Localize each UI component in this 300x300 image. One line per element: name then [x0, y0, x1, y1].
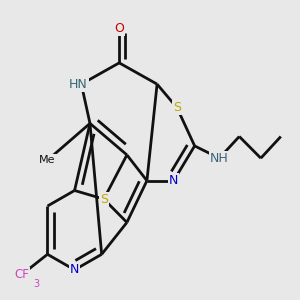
Text: HN: HN — [69, 78, 88, 91]
Text: N: N — [70, 263, 79, 276]
Text: CF: CF — [14, 268, 29, 281]
Text: 3: 3 — [33, 279, 40, 289]
Text: NH: NH — [210, 152, 229, 165]
Text: N: N — [169, 174, 178, 187]
Text: Me: Me — [39, 155, 56, 165]
Text: S: S — [173, 101, 181, 114]
Text: O: O — [114, 22, 124, 35]
Text: S: S — [100, 193, 108, 206]
